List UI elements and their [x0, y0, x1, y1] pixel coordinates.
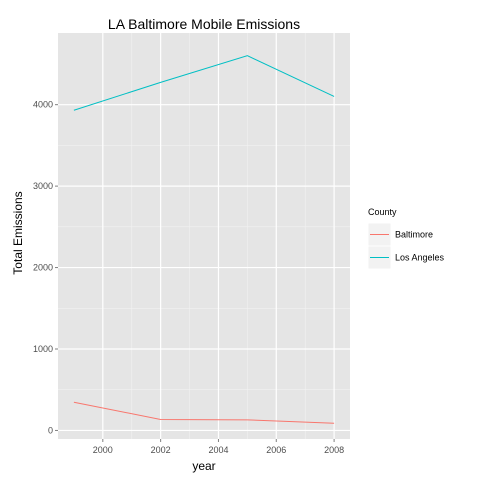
x-tick-label: 2006	[266, 445, 286, 455]
y-axis-title: Total Emissions	[11, 191, 25, 274]
legend-label-baltimore: Baltimore	[395, 230, 433, 240]
x-tick-label: 2008	[324, 445, 344, 455]
y-tick-label: 1000	[33, 344, 53, 354]
series-line-los-angeles	[73, 55, 335, 111]
legend-title: County	[368, 207, 397, 217]
plot-panel	[58, 33, 350, 439]
x-axis-ticks: 2000 2002 2004 2006 2008	[93, 439, 344, 455]
legend-items: Baltimore Los Angeles	[367, 222, 445, 270]
series-line-baltimore	[73, 401, 335, 424]
x-tick-label: 2000	[93, 445, 113, 455]
y-tick-label: 3000	[33, 181, 53, 191]
x-tick-label: 2004	[208, 445, 228, 455]
minor-gridlines	[58, 33, 350, 439]
legend: County Baltimore Los Angeles	[367, 207, 445, 270]
y-axis-ticks: 0 1000 2000 3000 4000	[33, 100, 58, 435]
x-tick-label: 2002	[151, 445, 171, 455]
legend-label-los-angeles: Los Angeles	[395, 253, 445, 263]
y-tick-label: 2000	[33, 263, 53, 273]
chart-title: LA Baltimore Mobile Emissions	[108, 16, 300, 32]
y-tick-label: 4000	[33, 100, 53, 110]
y-tick-label: 0	[48, 425, 53, 435]
x-axis-title: year	[192, 459, 215, 473]
series-lines	[73, 55, 335, 424]
